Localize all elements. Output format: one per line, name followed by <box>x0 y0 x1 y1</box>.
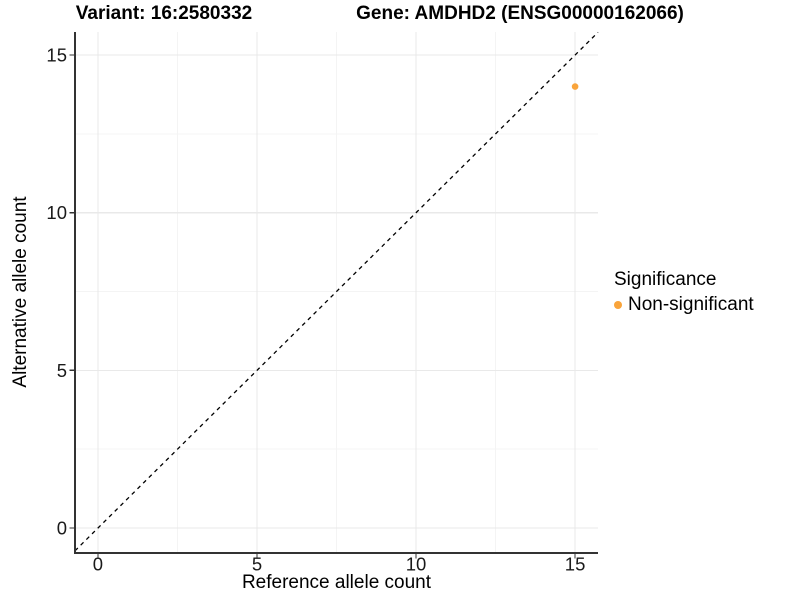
y-tick-label: 15 <box>46 45 67 66</box>
legend-entry: Non-significant <box>614 294 754 316</box>
x-tick-label: 10 <box>406 554 427 575</box>
x-axis-label: Reference allele count <box>241 572 432 593</box>
x-tick-label: 15 <box>565 554 586 575</box>
legend-dot-icon <box>614 301 622 309</box>
y-tick-label: 5 <box>57 360 67 381</box>
y-axis-label: Alternative allele count <box>10 196 31 388</box>
identity-dashed-line <box>74 31 599 552</box>
legend-entry-label: Non-significant <box>628 294 754 315</box>
x-tick-label: 5 <box>252 554 262 575</box>
plot-title-variant: Variant: 16:2580332 <box>75 3 253 24</box>
y-tick-label: 0 <box>57 518 67 539</box>
legend-title: Significance <box>614 269 717 290</box>
plot-title-gene: Gene: AMDHD2 (ENSG00000162066) <box>356 3 684 24</box>
legend: Significance Non-significant <box>614 269 754 316</box>
data-point <box>571 83 579 90</box>
y-tick-label: 10 <box>46 202 67 223</box>
x-tick-label: 0 <box>93 554 103 575</box>
